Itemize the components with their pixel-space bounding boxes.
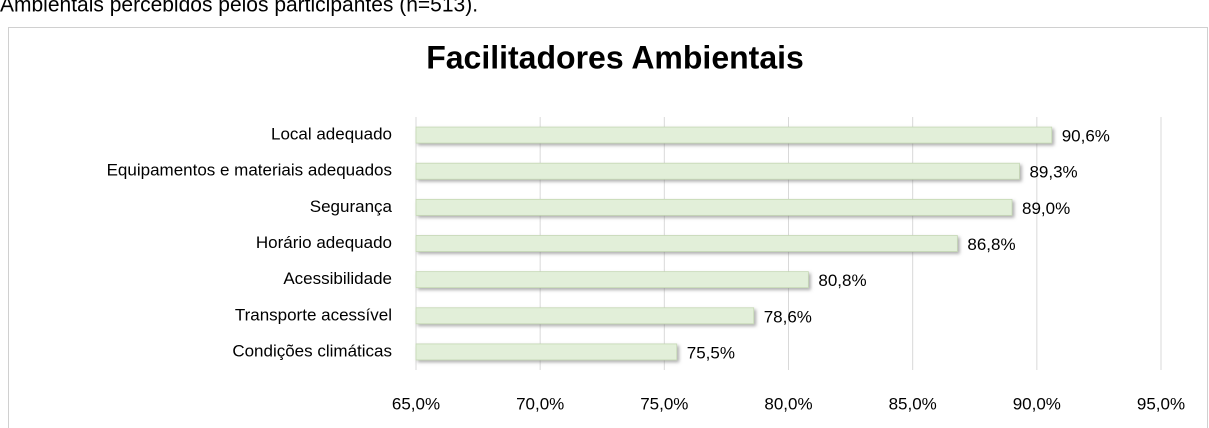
bar <box>415 343 678 361</box>
data-label: 78,6% <box>764 307 812 326</box>
data-label: 89,0% <box>1022 199 1070 218</box>
y-tick-label: Condições climáticas <box>232 341 392 360</box>
bar <box>415 198 1013 216</box>
y-tick-label: Equipamentos e materiais adequados <box>107 161 392 180</box>
x-tick-label: 65,0% <box>392 394 440 413</box>
x-tick-label: 85,0% <box>889 394 937 413</box>
data-label: 75,5% <box>687 343 735 362</box>
x-tick-label: 80,0% <box>764 394 812 413</box>
data-label: 90,6% <box>1062 127 1110 146</box>
data-label: 89,3% <box>1029 163 1077 182</box>
y-tick-label: Local adequado <box>271 125 392 144</box>
x-tick-label: 90,0% <box>1013 394 1061 413</box>
y-tick-label: Transporte acessível <box>235 305 392 324</box>
chart-title: Facilitadores Ambientais <box>426 39 804 75</box>
data-label: 86,8% <box>967 235 1015 254</box>
bar <box>415 307 755 325</box>
y-tick-label: Segurança <box>310 197 393 216</box>
bar <box>415 235 958 252</box>
x-tick-label: 75,0% <box>640 394 688 413</box>
y-tick-label: Horário adequado <box>256 233 392 252</box>
x-tick-label: 70,0% <box>516 394 564 413</box>
x-tick-label: 95,0% <box>1137 394 1185 413</box>
y-tick-label: Acessibilidade <box>283 269 392 288</box>
chart-frame <box>8 27 1208 428</box>
caption: Ambientais percebidos pelos participante… <box>0 0 478 17</box>
bar <box>415 271 809 289</box>
data-label: 80,8% <box>818 271 866 290</box>
bar <box>415 162 1020 180</box>
bar <box>415 126 1053 144</box>
